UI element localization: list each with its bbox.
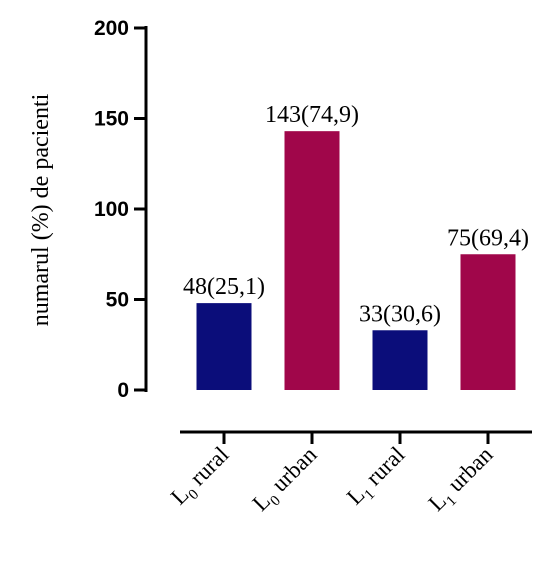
y-tick-label: 200 — [94, 17, 129, 40]
y-axis: 0 50 100 150 200 — [94, 17, 148, 402]
bar-data-label: 33(30,6) — [359, 301, 441, 327]
y-axis-title: numarul (%) de pacienti — [28, 93, 54, 326]
x-category-label: L0 rural — [166, 442, 237, 513]
x-category-label: L0 urban — [248, 442, 326, 520]
bar — [196, 303, 252, 390]
bar-data-label: 75(69,4) — [447, 225, 529, 251]
x-category-label: L1 urban — [424, 442, 502, 520]
y-tick-label: 0 — [117, 379, 129, 402]
bar — [460, 254, 516, 390]
y-tick-label: 100 — [94, 198, 129, 221]
bars: 48(25,1) 143(74,9) 33(30,6) 75(69,4) — [183, 102, 529, 391]
x-category-label: L1 rural — [342, 442, 413, 513]
y-tick-label: 150 — [94, 108, 129, 131]
bar — [372, 330, 428, 390]
bar-data-label: 48(25,1) — [183, 274, 265, 300]
y-tick-label: 50 — [106, 289, 129, 312]
bar-data-label: 143(74,9) — [265, 102, 359, 128]
bar — [284, 131, 340, 391]
